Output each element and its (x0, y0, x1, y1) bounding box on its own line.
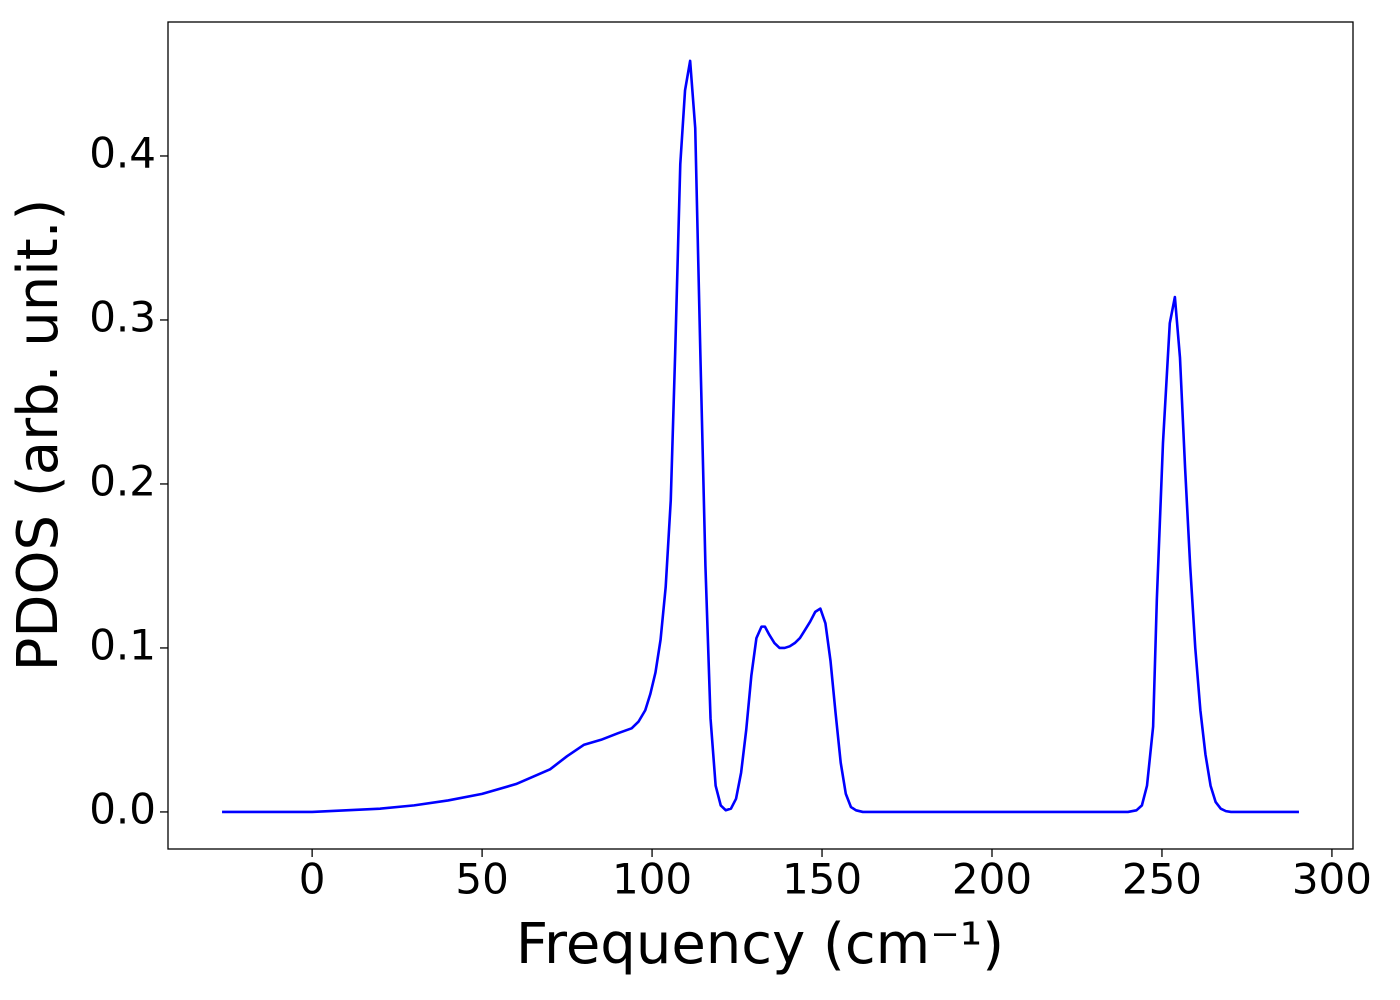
x-tick-label: 50 (455, 855, 508, 904)
x-axis-label: Frequency (cm⁻¹) (516, 912, 1004, 977)
x-tick-label: 250 (1122, 855, 1202, 904)
line-series (222, 59, 1299, 814)
x-tick-label: 150 (782, 855, 862, 904)
x-tick-label: 200 (952, 855, 1032, 904)
x-tick-label: 300 (1292, 855, 1372, 904)
y-axis-label: PDOS (arb. unit.) (6, 199, 71, 672)
y-tick-label: 0.0 (89, 784, 156, 833)
plot-frame (167, 21, 1354, 850)
y-tick-label: 0.3 (89, 292, 156, 341)
x-tick-label: 0 (299, 855, 326, 904)
y-tick-label: 0.2 (89, 456, 156, 505)
y-tick-label: 0.1 (89, 620, 156, 669)
y-tick-label: 0.4 (89, 128, 156, 177)
x-tick-label: 100 (612, 855, 692, 904)
